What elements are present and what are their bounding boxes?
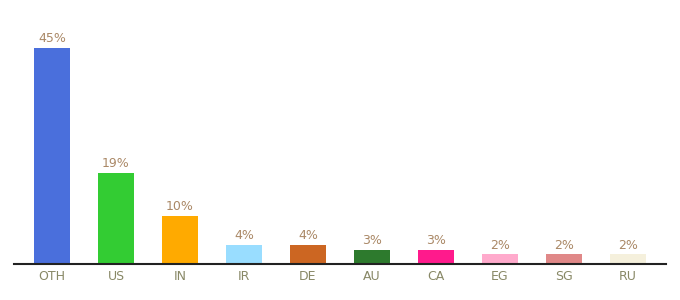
Bar: [290, 245, 326, 264]
Bar: [226, 245, 262, 264]
Text: 3%: 3%: [362, 234, 382, 247]
Bar: [354, 250, 390, 264]
Text: 2%: 2%: [554, 238, 574, 251]
Text: 3%: 3%: [426, 234, 446, 247]
Bar: [35, 48, 69, 264]
Text: 2%: 2%: [618, 238, 638, 251]
Text: 2%: 2%: [490, 238, 510, 251]
Text: 19%: 19%: [102, 157, 130, 170]
Bar: [99, 173, 133, 264]
Bar: [163, 216, 198, 264]
Bar: [611, 254, 645, 264]
Bar: [482, 254, 517, 264]
Text: 4%: 4%: [298, 229, 318, 242]
Bar: [547, 254, 581, 264]
Bar: [418, 250, 454, 264]
Text: 10%: 10%: [166, 200, 194, 213]
Text: 4%: 4%: [234, 229, 254, 242]
Text: 45%: 45%: [38, 32, 66, 45]
